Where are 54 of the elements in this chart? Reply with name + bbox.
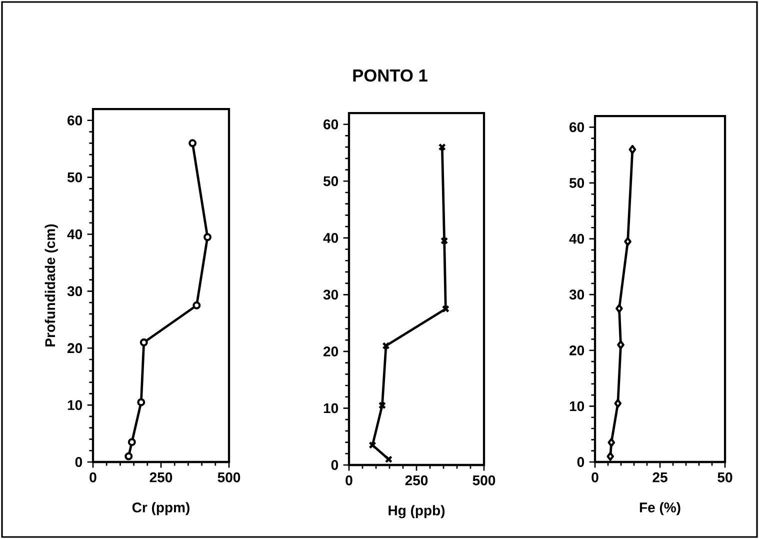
y-tick-label: 50 [569,178,584,188]
y-tick-label: 0 [577,457,584,467]
x-tick-label: 0 [90,472,96,482]
x-axis-title: Cr (ppm) [132,502,190,516]
y-tick-label: 20 [324,346,338,356]
point [608,438,616,448]
x-tick-label: 0 [346,475,352,486]
y-tick-label: 40 [569,234,584,244]
y-tick-label: 50 [67,172,82,182]
x-axis-title: Hg (ppb) [388,505,445,518]
y-tick-label: 30 [323,290,338,300]
point [440,236,448,245]
y-tick-label: 20 [68,343,82,354]
x-tick-label: 500 [472,475,496,486]
x-tick-label: 50 [718,472,732,482]
y-tick-label: 30 [569,290,584,300]
x-tick-label: 25 [652,472,668,482]
y-tick-label: 0 [75,457,82,467]
point [137,398,146,406]
y-tick-label: 30 [67,286,82,296]
x-tick-label: 250 [150,472,172,482]
point [442,305,450,313]
y-tick-label: 50 [323,176,338,186]
point [128,438,136,446]
point [140,338,148,346]
point [616,304,623,314]
x-tick-label: 250 [405,475,428,486]
y-axis-title: Profundidade (cm) [44,224,58,346]
point [624,237,632,246]
x-tick-label: 500 [218,472,240,482]
y-tick-label: 20 [570,345,584,356]
point [204,233,212,242]
point [606,452,614,461]
y-tick-label: 0 [331,460,338,470]
y-tick-label: 10 [570,401,584,412]
y-tick-label: 40 [67,229,82,240]
point [628,144,636,154]
point [382,342,390,350]
point [614,398,622,408]
y-tick-label: 60 [570,122,584,132]
y-tick-label: 10 [68,400,82,410]
point [368,441,376,449]
y-tick-label: 60 [68,115,82,126]
x-tick-label: 0 [592,472,598,482]
point [378,402,386,410]
y-tick-label: 60 [324,119,338,130]
point [192,301,201,310]
x-axis-title: Fe (%) [640,502,680,516]
y-tick-label: 40 [323,232,338,243]
chart-title: PONTO 1 [353,69,428,82]
point [188,139,197,148]
y-tick-label: 10 [324,403,338,414]
point [617,340,624,350]
point [124,452,133,460]
